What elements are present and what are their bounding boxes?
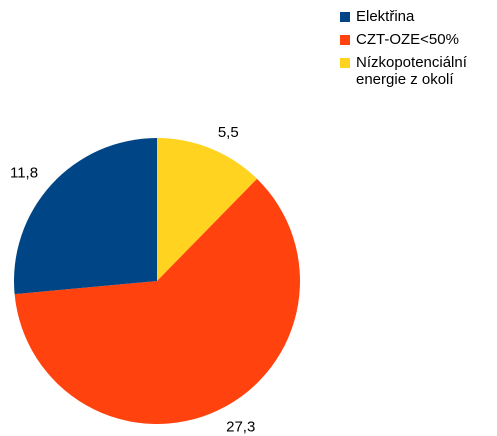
legend-label-nizkopotencialni: Nízkopotenciální energie z okolí <box>356 54 467 88</box>
pie-data-labels: 5,5 27,3 11,8 <box>10 124 255 435</box>
pie-slices <box>13 138 301 424</box>
legend-label-czt-oze: CZT-OZE<50% <box>356 31 459 48</box>
legend-swatch-nizkopotencialni <box>340 58 350 68</box>
legend-item-czt-oze: CZT-OZE<50% <box>340 31 497 48</box>
slice-elektrina <box>13 138 157 295</box>
slice-nizkopotencialni <box>157 138 258 281</box>
legend-item-nizkopotencialni: Nízkopotenciální energie z okolí <box>340 54 497 88</box>
data-label-elektrina: 11,8 <box>10 164 38 181</box>
legend: Elektřina CZT-OZE<50% Nízkopotenciální e… <box>340 8 497 94</box>
slice-czt-oze <box>14 178 301 424</box>
legend-item-elektrina: Elektřina <box>340 8 497 25</box>
legend-swatch-elektrina <box>340 12 350 22</box>
legend-label-elektrina: Elektřina <box>356 8 415 25</box>
data-label-nizkopotencialni: 5,5 <box>218 124 239 141</box>
data-label-czt-oze: 27,3 <box>226 418 255 435</box>
legend-swatch-czt-oze <box>340 35 350 45</box>
